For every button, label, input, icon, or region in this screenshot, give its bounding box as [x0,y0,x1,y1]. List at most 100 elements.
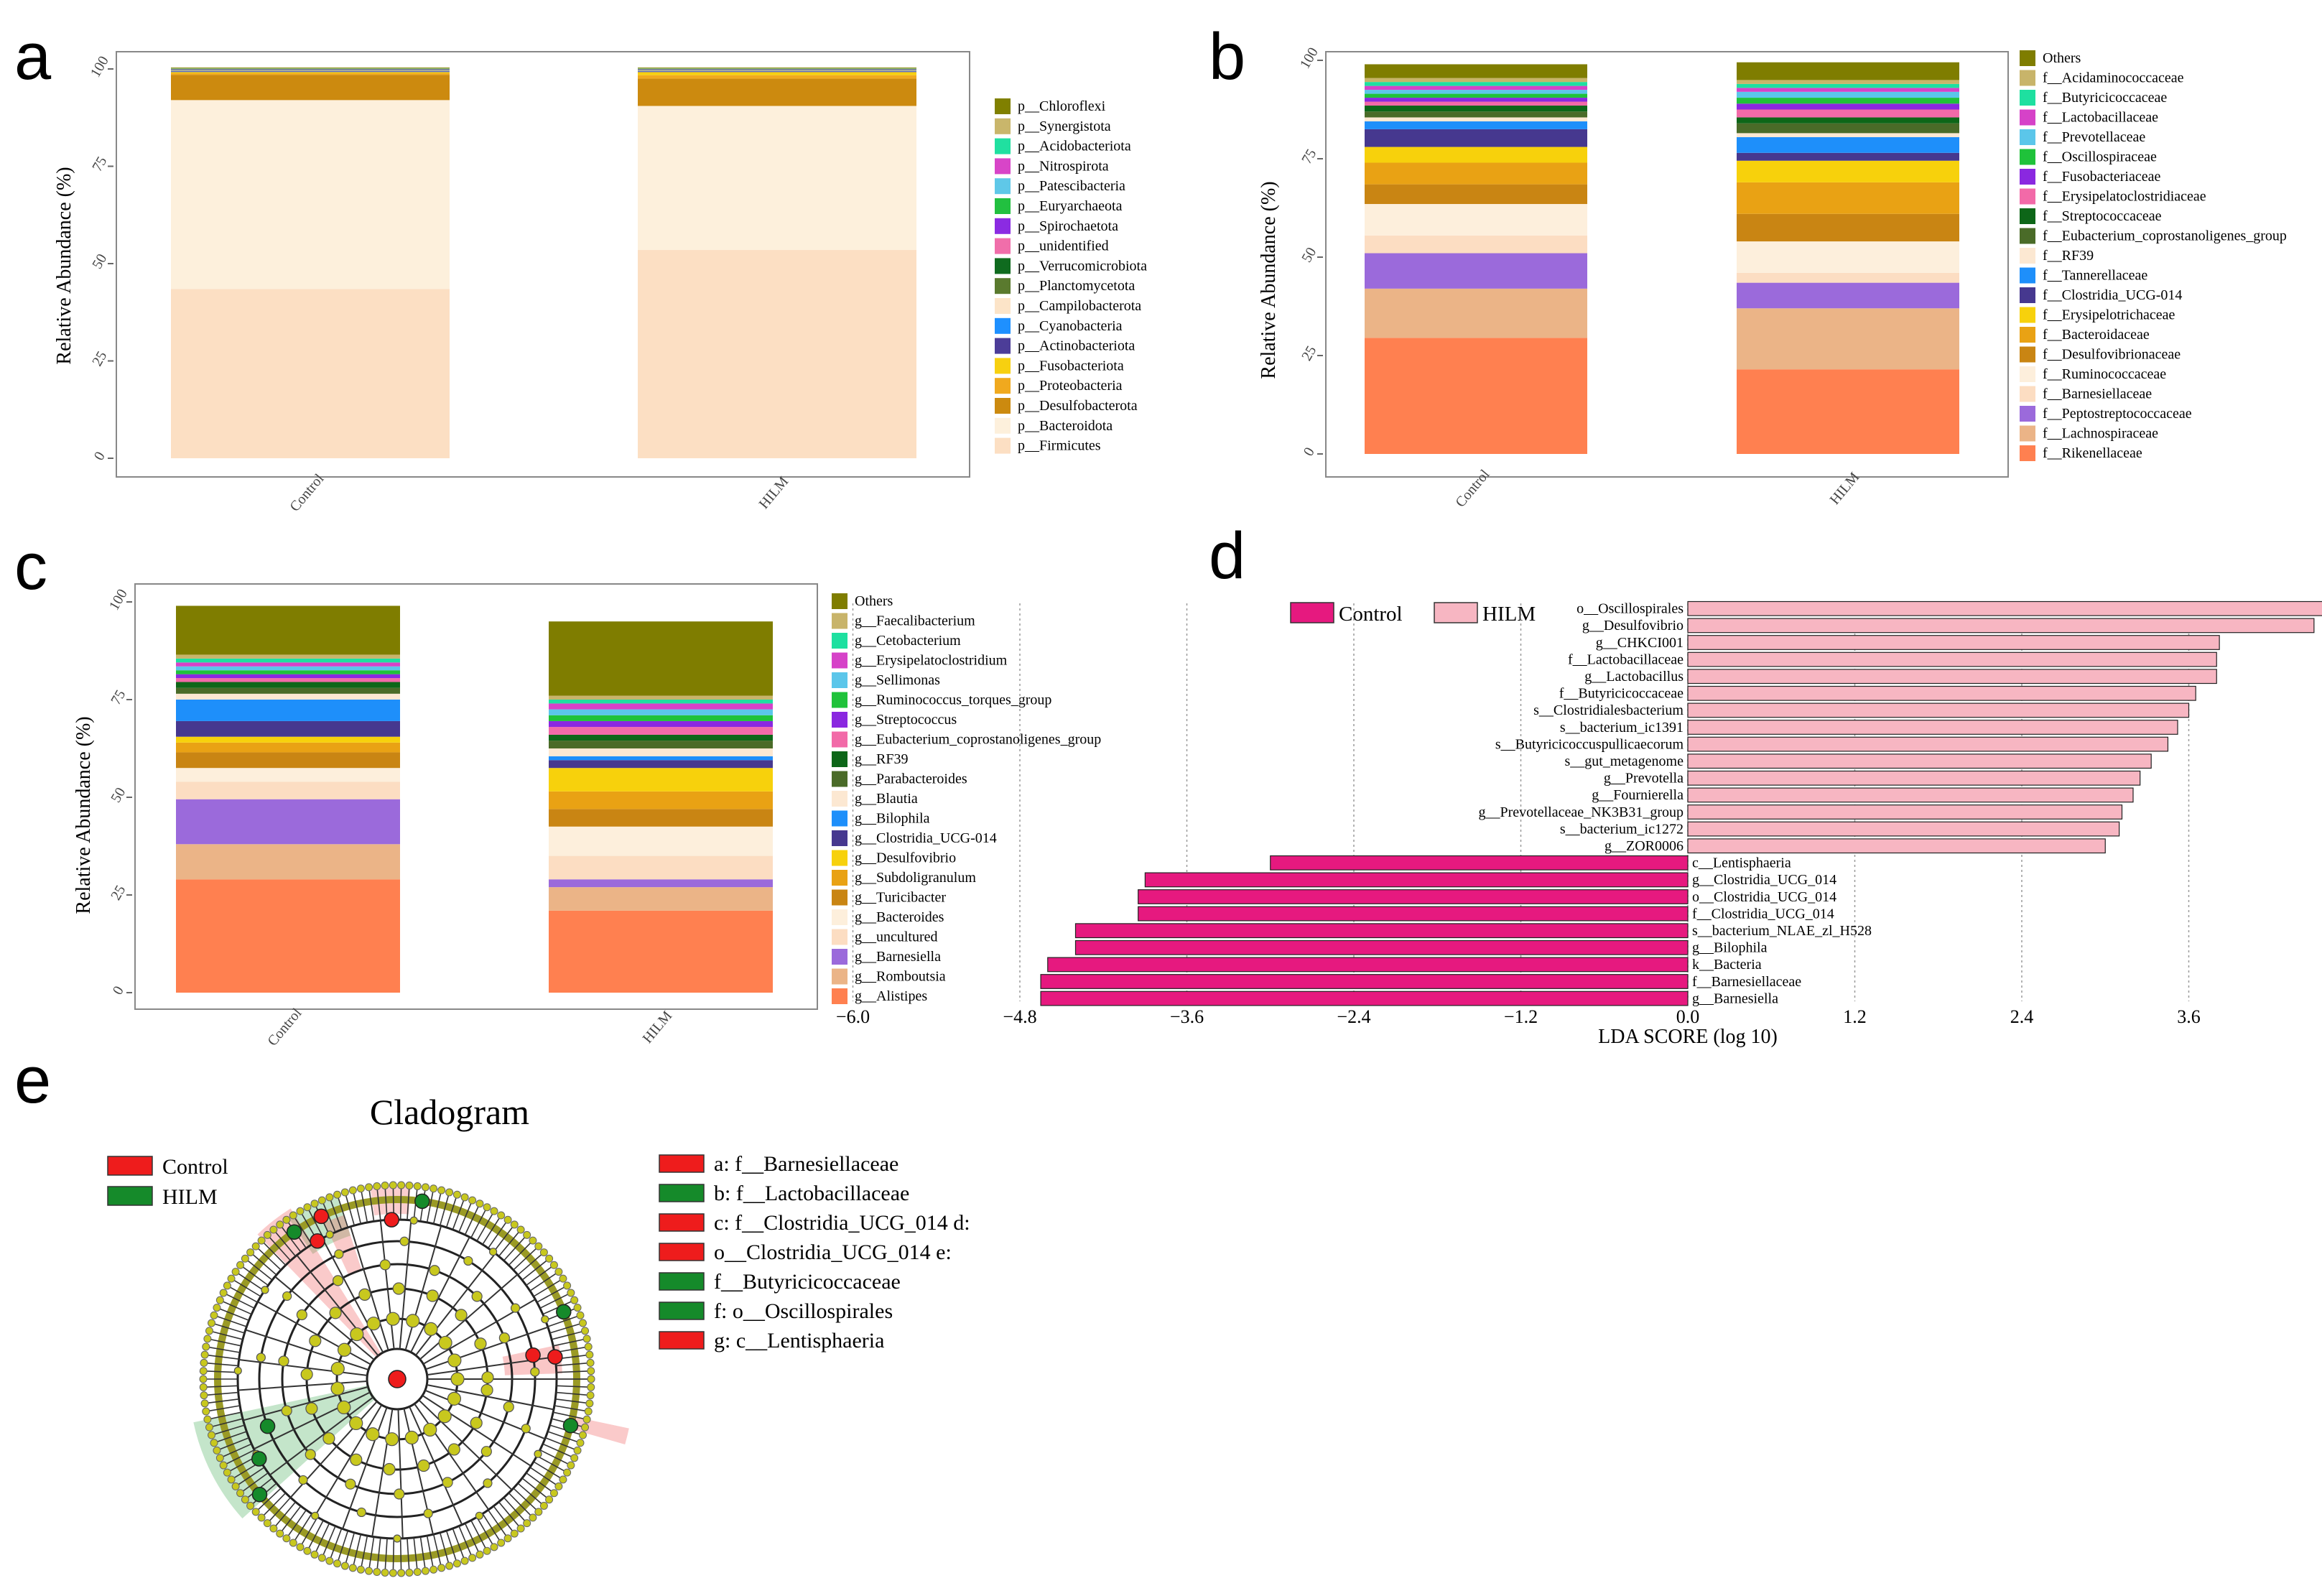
cladogram-branch [470,1208,487,1238]
cladogram-leaf-node [554,1482,563,1490]
legend-swatch [832,593,847,609]
bar-segment-hilm [1737,83,1959,88]
bar-segment-hilm [638,78,916,106]
cladogram-branch [376,1537,381,1571]
cladogram-leaf-node [405,1568,414,1577]
cladogram-branch [274,1276,375,1360]
legend-label: f__Fusobacteriaceae [2043,169,2160,185]
cladogram-node [534,1449,542,1458]
bar-segment-hilm [638,68,916,69]
lda-bar-label: g__Prevotella [1604,771,1684,787]
lda-bar-hilm [1687,635,2220,650]
cladogram-leaf-node [452,1559,461,1568]
taxa-legend-label: f: o__Oscillospirales [714,1299,893,1323]
legend-label: p__unidentified [1018,238,1109,254]
cladogram-leaf-node [310,1200,319,1208]
cladogram-branch [556,1385,590,1388]
cladogram-branch [415,1253,496,1356]
cladogram-branch [345,1532,356,1565]
bar-segment-control [1365,85,1587,91]
bar-segment-hilm [549,734,773,741]
x-category-label: HILM [1827,469,1863,507]
cladogram-leaf-node [219,1461,228,1470]
cladogram-branch [220,1300,252,1315]
cladogram-leaf-node [389,1569,397,1577]
bar-segment-hilm [549,910,773,993]
cladogram-branch [410,1236,470,1353]
panel-d-legend: Control HILM [1290,602,1536,626]
bar-segment-control [176,654,400,659]
cladogram-leaf-node [421,1183,429,1192]
cladogram-leaf-node [567,1461,575,1470]
taxa-legend-label: b: f__Lactobacillaceae [714,1182,909,1205]
cladogram-leaf-node [303,1546,312,1555]
bar-segment-control [176,674,400,679]
cladogram-leaf-node [208,1319,216,1327]
bar-segment-control [1365,235,1587,254]
legend-label: f__Clostridia_UCG-014 [2043,287,2182,303]
cladogram-leaf-node [559,1475,567,1484]
cladogram-leaf-node [584,1407,593,1416]
legend-swatch [2020,327,2035,343]
lda-bar-control [1040,990,1689,1006]
cladogram-branch [208,1338,242,1347]
cladogram-branch [368,1536,375,1570]
legend-swatch [2020,386,2035,402]
cladogram-biomarker-node [259,1418,276,1434]
cladogram-node [256,1353,266,1363]
clad-legend-control-label: Control [162,1155,228,1179]
cladogram-node [470,1416,483,1429]
cladogram-branch [236,1272,265,1291]
legend-label: p__Campilobacterota [1018,298,1141,314]
cladogram-biomarker-node [251,1451,267,1467]
cladogram-leaf-node [356,1565,365,1574]
lda-bar-hilm [1687,804,2123,820]
cladogram-node [483,1478,493,1488]
cladogram-branch [315,1523,330,1554]
cladogram-node [480,1383,493,1396]
legend-swatch [2020,228,2035,244]
bar-segment-control [1365,147,1587,163]
panel-c-legend: Others g__Faecalibacterium g__Cetobacteriu… [832,593,1101,1004]
legend-label: p__Patescibacteria [1018,178,1125,194]
legend-label: g__Eubacterium_coprostanoligenes_group [855,732,1101,748]
cladogram-branch [439,1193,450,1226]
cladogram-branch [426,1189,435,1223]
cladogram-leaf-node [282,1534,291,1543]
legend-label: p__Desulfobacterota [1018,398,1138,414]
bar-segment-hilm [638,106,916,251]
cladogram-leaf-node [570,1296,579,1304]
panel-d-chart: Control HILM o__Oscillospiralesg__Desulf… [836,601,2322,1048]
bar-segment-control [176,781,400,799]
cladogram-leaf-node [523,1519,531,1528]
cladogram-leaf-node [567,1289,575,1297]
cladogram-leaf-node [269,1524,278,1533]
cladogram-node [530,1367,540,1377]
cladogram-node [366,1427,380,1442]
cladogram-node [345,1478,356,1490]
cladogram-branch [215,1315,247,1327]
cladogram-leaf-node [373,1182,381,1190]
lda-bar-label: o__Oscillospirales [1576,601,1684,617]
cladogram-branch [218,1307,249,1322]
cladogram-leaf-node [373,1568,381,1577]
cladogram-branch [300,1516,318,1546]
bar-segment-control [171,73,450,75]
cladogram-branch [503,1235,526,1261]
bar-segment-hilm [549,855,773,880]
ytick-label: 25 [108,883,129,903]
bar-segment-hilm [1737,133,1959,137]
bar-segment-control [171,70,450,72]
cladogram-node [330,1361,345,1376]
cladogram-leaf-node [210,1311,218,1319]
cladogram-leaf-node [582,1415,591,1424]
cladogram-leaf-node [296,1543,305,1551]
cladogram-node [503,1401,514,1413]
cladogram-leaf-node [587,1375,595,1383]
legend-swatch [995,258,1011,274]
bar-segment-control [1365,162,1587,185]
cladogram-branch [488,1220,508,1249]
cladogram-leaf-node [563,1468,572,1477]
cladogram-branch [542,1443,574,1458]
legend-swatch [2020,445,2035,461]
